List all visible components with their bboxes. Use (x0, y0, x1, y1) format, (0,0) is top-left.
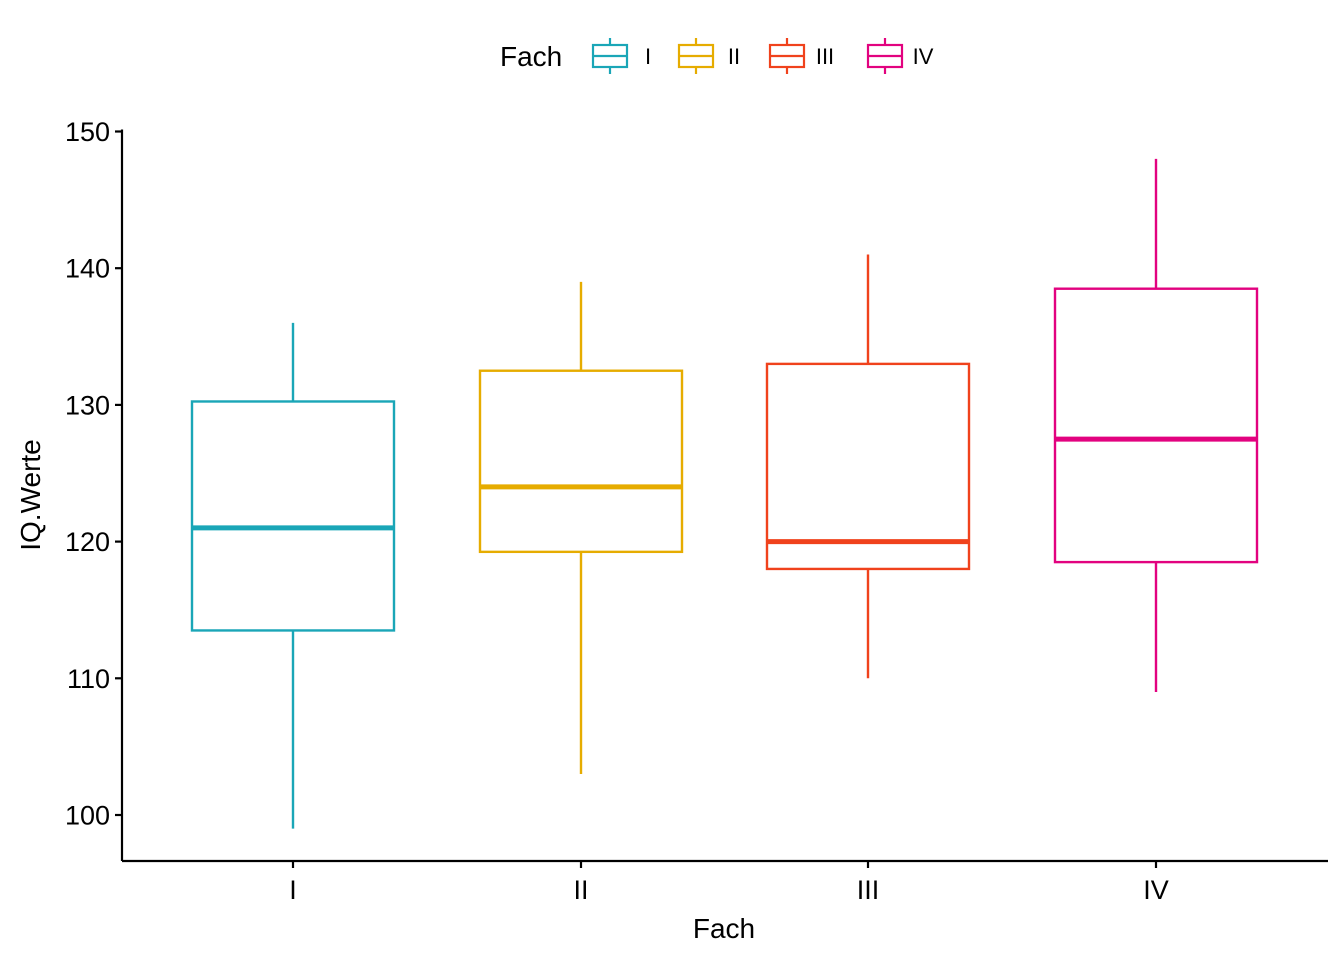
y-axis: 100 110 120 130 140 150 (65, 117, 124, 861)
x-tick-label: I (289, 875, 297, 905)
box-IV (1053, 158, 1259, 692)
legend-item-I: I (591, 38, 651, 74)
legend-key-II (677, 38, 715, 74)
legend-label: II (728, 44, 740, 69)
y-tick-label: 110 (67, 664, 110, 694)
plot-area (190, 158, 1259, 829)
y-tick-label: 100 (65, 801, 110, 831)
legend-key-IV (866, 38, 904, 74)
legend-item-III: III (768, 38, 834, 74)
box-III (765, 254, 971, 679)
box-iqr (190, 400, 396, 632)
box-iqr (765, 362, 971, 571)
legend-label: I (645, 44, 651, 69)
box-II (478, 281, 684, 774)
x-tick-label: IV (1143, 875, 1169, 905)
x-axis: I II III IV (122, 859, 1328, 905)
box-iqr (1053, 287, 1259, 564)
legend-key-I (591, 38, 629, 74)
x-tick-label: III (857, 875, 880, 905)
x-axis-title: Fach (693, 913, 755, 944)
y-tick-label: 140 (65, 254, 110, 284)
legend-title: Fach (500, 41, 562, 72)
legend: Fach I II III IV (500, 38, 934, 74)
y-tick-label: 120 (65, 527, 110, 557)
legend-key-III (768, 38, 806, 74)
legend-item-II: II (677, 38, 740, 74)
legend-label: III (816, 44, 834, 69)
y-axis-title: IQ.Werte (15, 439, 46, 551)
box-iqr (478, 369, 684, 554)
legend-item-IV: IV (866, 38, 934, 74)
legend-label: IV (913, 44, 934, 69)
y-tick-label: 150 (65, 117, 110, 147)
x-tick-label: II (573, 875, 588, 905)
box-I (190, 322, 396, 829)
y-tick-label: 130 (65, 390, 110, 420)
